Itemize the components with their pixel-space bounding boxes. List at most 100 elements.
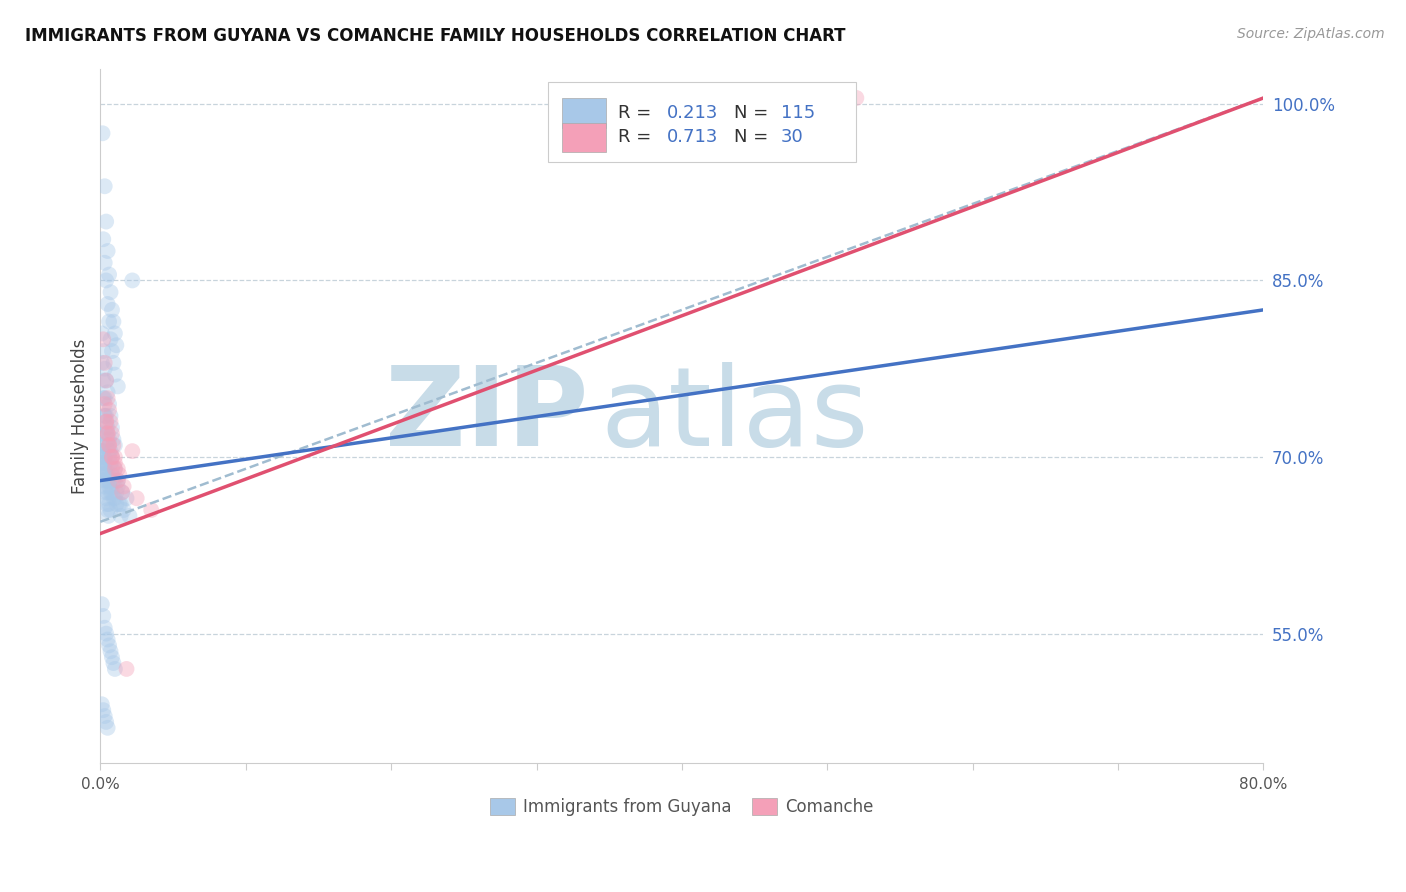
- Point: [91, 467, 114, 482]
- Point: [98, 444, 121, 458]
- Point: [96, 426, 118, 441]
- Point: [91, 609, 114, 624]
- Point: [91, 374, 114, 388]
- Point: [97, 503, 120, 517]
- Point: [96, 456, 118, 470]
- Point: [90, 456, 112, 470]
- Point: [103, 433, 125, 447]
- Point: [107, 379, 129, 393]
- Point: [94, 485, 117, 500]
- Point: [104, 474, 127, 488]
- Point: [101, 467, 124, 482]
- Point: [98, 479, 121, 493]
- Point: [101, 462, 124, 476]
- Point: [103, 315, 125, 329]
- Point: [104, 662, 127, 676]
- Point: [97, 508, 120, 523]
- Point: [121, 273, 143, 287]
- Point: [90, 426, 112, 441]
- Point: [98, 403, 121, 417]
- Point: [121, 444, 143, 458]
- Text: atlas: atlas: [600, 362, 869, 469]
- Point: [91, 232, 114, 246]
- Point: [105, 338, 128, 352]
- Point: [107, 474, 129, 488]
- Point: [91, 444, 114, 458]
- Point: [100, 415, 122, 429]
- Point: [93, 456, 115, 470]
- Point: [93, 409, 115, 423]
- Point: [97, 391, 120, 405]
- Point: [100, 644, 122, 658]
- Point: [96, 374, 118, 388]
- Point: [93, 456, 115, 470]
- Point: [97, 426, 120, 441]
- Text: 0.213: 0.213: [666, 104, 718, 122]
- Point: [97, 385, 120, 400]
- Point: [100, 332, 122, 346]
- Point: [104, 462, 127, 476]
- Point: [91, 450, 114, 464]
- Point: [98, 639, 121, 653]
- Point: [91, 332, 114, 346]
- Point: [104, 456, 127, 470]
- Point: [96, 374, 118, 388]
- Point: [96, 420, 118, 434]
- Point: [101, 426, 124, 441]
- Point: [90, 326, 112, 341]
- Point: [91, 444, 114, 458]
- Point: [97, 474, 120, 488]
- Point: [93, 479, 115, 493]
- Point: [91, 126, 114, 140]
- FancyBboxPatch shape: [548, 82, 856, 162]
- Point: [101, 420, 124, 434]
- Text: R =: R =: [617, 104, 657, 122]
- Point: [112, 503, 135, 517]
- Text: ZIP: ZIP: [385, 362, 589, 469]
- Point: [96, 474, 118, 488]
- Point: [110, 508, 132, 523]
- Point: [97, 467, 120, 482]
- Point: [845, 91, 868, 105]
- Point: [93, 709, 115, 723]
- Point: [90, 356, 112, 370]
- Legend: Immigrants from Guyana, Comanche: Immigrants from Guyana, Comanche: [482, 789, 882, 824]
- Point: [90, 438, 112, 452]
- Point: [103, 356, 125, 370]
- Point: [97, 420, 120, 434]
- Point: [125, 491, 148, 506]
- Point: [101, 344, 124, 359]
- Point: [105, 497, 128, 511]
- Text: 0.713: 0.713: [666, 128, 718, 146]
- Point: [93, 391, 115, 405]
- Point: [104, 491, 127, 506]
- Point: [93, 179, 115, 194]
- Point: [96, 415, 118, 429]
- Point: [96, 409, 118, 423]
- Point: [91, 703, 114, 717]
- Point: [94, 467, 117, 482]
- Point: [97, 721, 120, 735]
- Point: [93, 256, 115, 270]
- Point: [101, 302, 124, 317]
- Point: [96, 491, 118, 506]
- Point: [100, 503, 122, 517]
- Point: [101, 450, 124, 464]
- Point: [98, 474, 121, 488]
- Point: [96, 467, 118, 482]
- Point: [100, 409, 122, 423]
- Text: R =: R =: [617, 128, 657, 146]
- Point: [96, 415, 118, 429]
- Point: [101, 450, 124, 464]
- Point: [91, 391, 114, 405]
- Point: [90, 597, 112, 611]
- Text: N =: N =: [734, 104, 775, 122]
- Y-axis label: Family Households: Family Households: [72, 338, 89, 493]
- Point: [101, 485, 124, 500]
- Point: [103, 491, 125, 506]
- Point: [111, 485, 134, 500]
- Point: [91, 462, 114, 476]
- Point: [115, 662, 138, 676]
- Point: [98, 438, 121, 452]
- Point: [91, 444, 114, 458]
